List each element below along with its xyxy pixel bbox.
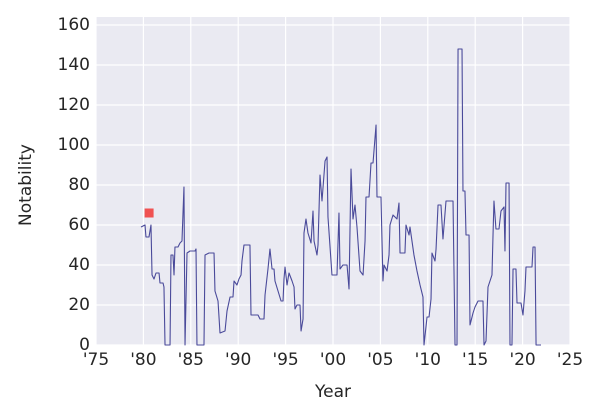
x-tick-label: '25 bbox=[557, 350, 583, 370]
x-tick-label: '05 bbox=[367, 350, 393, 370]
y-tick-label: 120 bbox=[58, 95, 90, 115]
y-tick-label: 0 bbox=[79, 335, 90, 355]
grid bbox=[95, 17, 571, 346]
x-tick-label: '75 bbox=[83, 350, 109, 370]
y-tick-label: 60 bbox=[68, 215, 90, 235]
y-tick-label: 100 bbox=[58, 135, 90, 155]
x-tick-label: '10 bbox=[415, 350, 441, 370]
x-tick-label: '85 bbox=[178, 350, 204, 370]
line bbox=[140, 48, 541, 346]
x-tick-label: '00 bbox=[320, 350, 346, 370]
x-tick-label: '20 bbox=[509, 350, 535, 370]
x-axis-label: Year bbox=[314, 382, 351, 402]
y-tick-label: 160 bbox=[58, 15, 90, 35]
y-axis-label: Notability bbox=[16, 144, 36, 226]
x-tick-label: '80 bbox=[130, 350, 156, 370]
x-tick-label: '15 bbox=[462, 350, 488, 370]
marks bbox=[140, 48, 541, 346]
x-tick-label: '95 bbox=[272, 350, 298, 370]
y-tick-label: 80 bbox=[68, 175, 90, 195]
marker bbox=[144, 208, 154, 218]
y-tick-label: 140 bbox=[58, 55, 90, 75]
y-tick-label: 40 bbox=[68, 255, 90, 275]
x-tick-label: '90 bbox=[225, 350, 251, 370]
y-tick-label: 20 bbox=[68, 295, 90, 315]
